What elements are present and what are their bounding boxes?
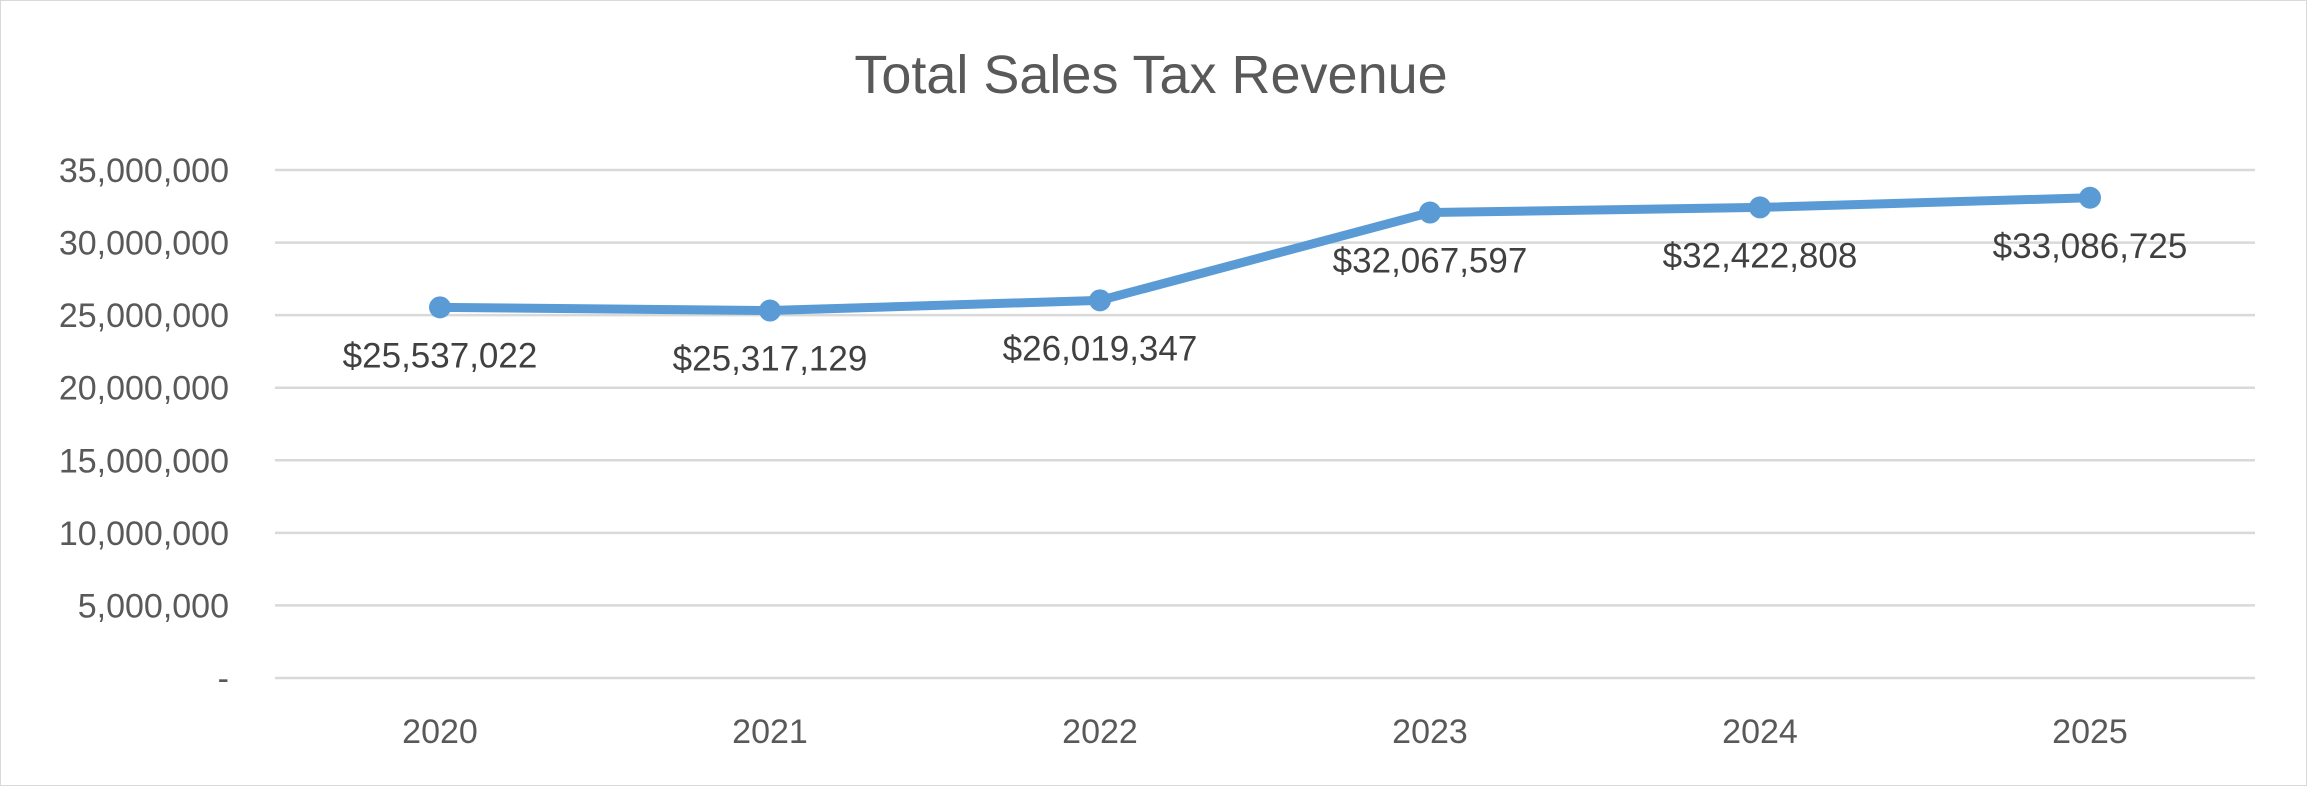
data-label: $32,067,597 <box>1333 242 1528 281</box>
x-tick-label: 2022 <box>1062 713 1138 751</box>
x-tick-label: 2021 <box>732 713 808 751</box>
data-label: $32,422,808 <box>1663 236 1858 275</box>
y-tick-label: 30,000,000 <box>59 225 229 263</box>
data-label: $25,537,022 <box>343 336 538 375</box>
data-point-marker <box>759 299 781 322</box>
x-tick-label: 2025 <box>2052 713 2128 751</box>
x-tick-label: 2023 <box>1392 713 1468 751</box>
x-tick-label: 2024 <box>1722 713 1798 751</box>
y-tick-label: 15,000,000 <box>59 442 229 480</box>
data-labels: $25,537,022 $25,317,129 $26,019,347 $32,067… <box>343 227 2188 379</box>
data-label: $33,086,725 <box>1993 227 2188 266</box>
y-tick-label: 25,000,000 <box>59 297 229 335</box>
chart-title: Total Sales Tax Revenue <box>854 45 1447 105</box>
y-tick-label: - <box>218 660 229 698</box>
y-axis-tick-labels: - 5,000,000 10,000,000 15,000,000 20,000,000… <box>59 152 229 698</box>
data-point-marker <box>1089 289 1111 312</box>
x-tick-label: 2020 <box>402 713 478 751</box>
y-tick-label: 10,000,000 <box>59 515 229 553</box>
y-tick-label: 20,000,000 <box>59 370 229 408</box>
gridlines <box>275 168 2255 680</box>
x-axis-tick-labels: 2020 2021 2022 2023 2024 2025 <box>402 713 2128 751</box>
series-line <box>435 193 2095 316</box>
data-point-marker <box>429 296 451 319</box>
y-tick-label: 5,000,000 <box>78 587 229 625</box>
y-tick-label: 35,000,000 <box>59 152 229 190</box>
data-series <box>429 186 2101 322</box>
data-point-marker <box>1749 196 1771 219</box>
data-label: $25,317,129 <box>673 340 868 379</box>
data-label: $26,019,347 <box>1003 329 1198 368</box>
data-point-marker <box>1419 201 1441 224</box>
data-point-marker <box>2079 186 2101 209</box>
